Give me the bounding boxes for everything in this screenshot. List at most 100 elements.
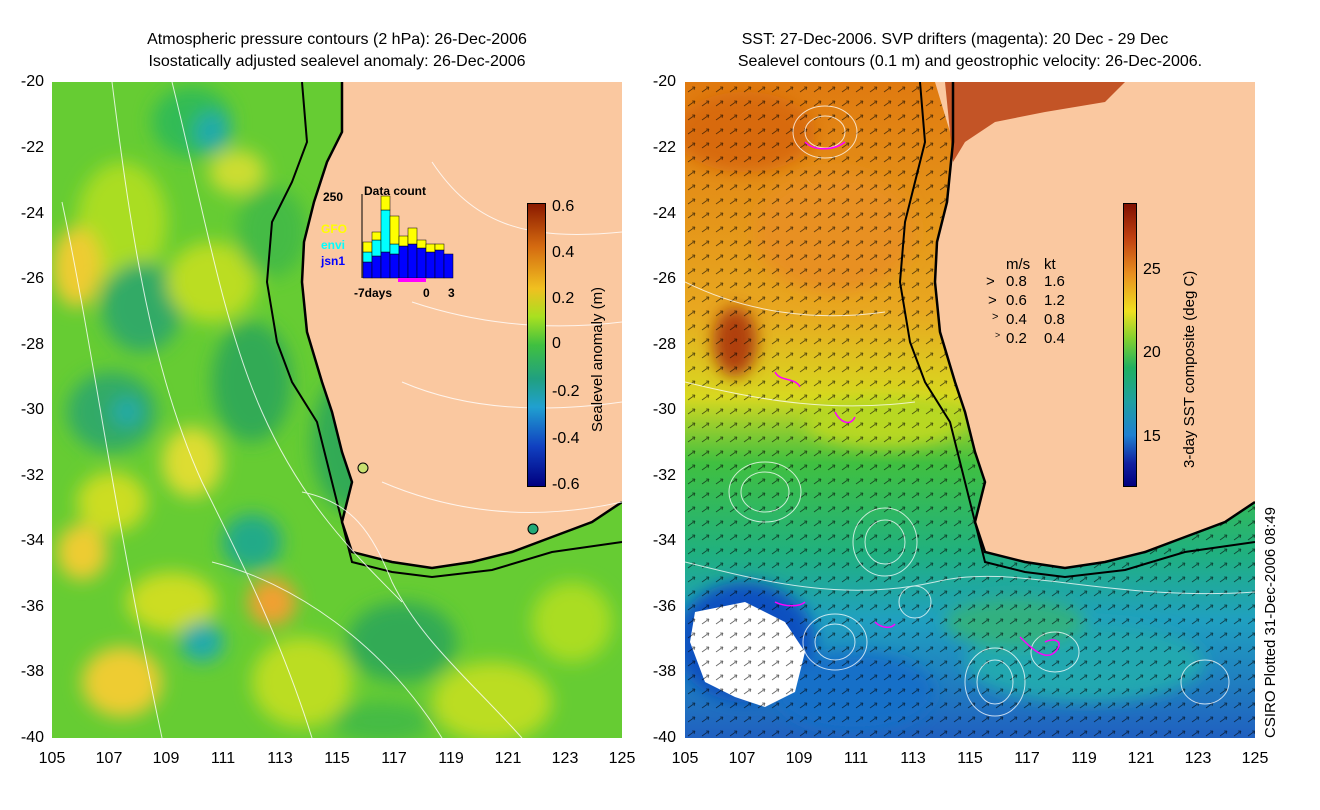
right-x-tick: 111 (843, 750, 869, 767)
left-y-tick: -20 (20, 73, 44, 90)
right-map-graphic (685, 82, 1255, 738)
velocity-legend-ms: 0.6 (1006, 292, 1027, 309)
sealevel-anomaly-field (52, 87, 612, 738)
right-y-tick: -40 (652, 729, 676, 746)
left-title-line1: Atmospheric pressure contours (2 hPa): 2… (147, 31, 527, 48)
right-title-line2: Sealevel contours (0.1 m) and geostrophi… (737, 53, 1203, 70)
shelf-contour (265, 82, 622, 579)
right-y-tick: -24 (652, 205, 676, 222)
sealevel-cbtick: 0.2 (552, 290, 575, 307)
velocity-legend-ms: 0.2 (1006, 330, 1027, 347)
shelf-contour (898, 82, 1255, 579)
sst-cbtick: 20 (1143, 344, 1161, 361)
left-y-tick: -24 (20, 205, 44, 222)
inset-ymax: 250 (323, 190, 344, 204)
land-hot-coast (945, 82, 1125, 162)
sealevel-colorbar (527, 203, 546, 487)
left-x-tick: 113 (267, 750, 293, 767)
velocity-legend-kt: 0.4 (1044, 330, 1065, 347)
sealevel-cbtick: -0.2 (552, 383, 580, 400)
svp-drifter-tracks (774, 141, 1060, 657)
left-y-tick: -26 (20, 270, 44, 287)
coastline (300, 82, 622, 570)
coastline (933, 82, 1255, 570)
plotted-footer: CSIRO Plotted 31-Dec-2006 08:49 (1262, 507, 1279, 738)
sst-colorbar-label: 3-day SST composite (deg C) (1181, 270, 1198, 468)
right-x-tick: 119 (1071, 750, 1097, 767)
left-y-tick: -22 (20, 139, 44, 156)
right-x-tick: 115 (957, 750, 983, 767)
inset-bars (361, 194, 454, 282)
right-x-tick: 105 (671, 750, 699, 767)
right-y-tick: -20 (652, 73, 676, 90)
right-y-tick: -22 (652, 139, 676, 156)
velocity-legend-ms: 0.8 (1006, 273, 1027, 290)
tide-gauge-marker (357, 462, 369, 474)
left-x-tick: 111 (210, 750, 236, 767)
inset-x-end: 3 (448, 286, 455, 300)
left-y-tick: -36 (20, 598, 44, 615)
sealevel-cbtick: -0.6 (552, 476, 580, 493)
velocity-legend-header-ms: m/s (1006, 256, 1031, 273)
inset-x-start: -7days (354, 286, 393, 300)
left-y-tick: -28 (20, 336, 44, 353)
sealevel-cbtick: 0.4 (552, 244, 575, 261)
right-x-tick: 125 (1241, 750, 1269, 767)
left-y-tick: -34 (20, 532, 44, 549)
inset-source-gfo: GFO (321, 222, 347, 236)
right-x-tick: 123 (1184, 750, 1212, 767)
velocity-legend-kt: 0.8 (1044, 311, 1065, 328)
right-x-tick: 121 (1127, 750, 1155, 767)
sst-cbtick: 25 (1143, 261, 1161, 278)
sealevel-cbtick: 0.6 (552, 198, 575, 215)
sst-cbtick: 15 (1143, 428, 1161, 445)
australia-land (935, 82, 1255, 568)
inset-title: Data count (364, 184, 427, 198)
right-x-tick: 107 (728, 750, 756, 767)
velocity-legend-arrow-icon: > (995, 330, 1001, 340)
sealevel-contours (685, 105, 1255, 717)
right-x-tick: 109 (785, 750, 813, 767)
left-x-tick: 123 (551, 750, 579, 767)
right-x-tick: 117 (1014, 750, 1040, 767)
velocity-legend-header-kt: kt (1044, 256, 1056, 273)
inset-source-jsn1: jsn1 (321, 254, 346, 268)
sealevel-colorbar-label: Sealevel anomaly (m) (589, 286, 606, 432)
left-x-tick: 117 (381, 750, 407, 767)
inset-source-envi: envi (321, 238, 346, 252)
right-sst-map (685, 82, 1255, 738)
velocity-legend-arrow-icon: > (992, 311, 999, 323)
tide-gauge-marker (527, 523, 539, 535)
left-y-tick: -38 (20, 663, 44, 680)
right-title-line1: SST: 27-Dec-2006. SVP drifters (magenta)… (741, 31, 1169, 48)
inset-x-zero: 0 (423, 286, 430, 300)
left-x-tick: 121 (494, 750, 522, 767)
left-y-tick: -32 (20, 467, 44, 484)
right-y-tick: -26 (652, 270, 676, 287)
pressure-contours (61, 82, 622, 738)
left-y-tick: -40 (20, 729, 44, 746)
left-x-tick: 125 (608, 750, 636, 767)
left-y-tick: -30 (20, 401, 44, 418)
sealevel-cbtick: -0.4 (552, 430, 580, 447)
left-x-tick: 119 (438, 750, 464, 767)
right-x-tick: 113 (900, 750, 926, 767)
data-count-inset: Data count 250 GFO envi jsn1 -7days 0 3 (318, 182, 458, 302)
right-y-tick: -36 (652, 598, 676, 615)
right-y-tick: -30 (652, 401, 676, 418)
left-x-tick: 105 (38, 750, 66, 767)
left-title-line2: Isostatically adjusted sealevel anomaly:… (148, 53, 526, 70)
left-x-tick: 107 (95, 750, 123, 767)
velocity-legend-kt: 1.6 (1044, 273, 1065, 290)
velocity-legend-arrow-icon: > (988, 292, 997, 309)
velocity-legend-kt: 1.2 (1044, 292, 1065, 309)
right-y-tick: -32 (652, 467, 676, 484)
velocity-legend-arrow-icon: > (986, 273, 995, 290)
sst-colorbar (1123, 203, 1137, 487)
left-x-tick: 115 (324, 750, 350, 767)
right-y-tick: -38 (652, 663, 676, 680)
sealevel-cbtick: 0 (552, 335, 561, 352)
left-x-tick: 109 (152, 750, 180, 767)
velocity-legend-ms: 0.4 (1006, 311, 1027, 328)
right-y-tick: -28 (652, 336, 676, 353)
